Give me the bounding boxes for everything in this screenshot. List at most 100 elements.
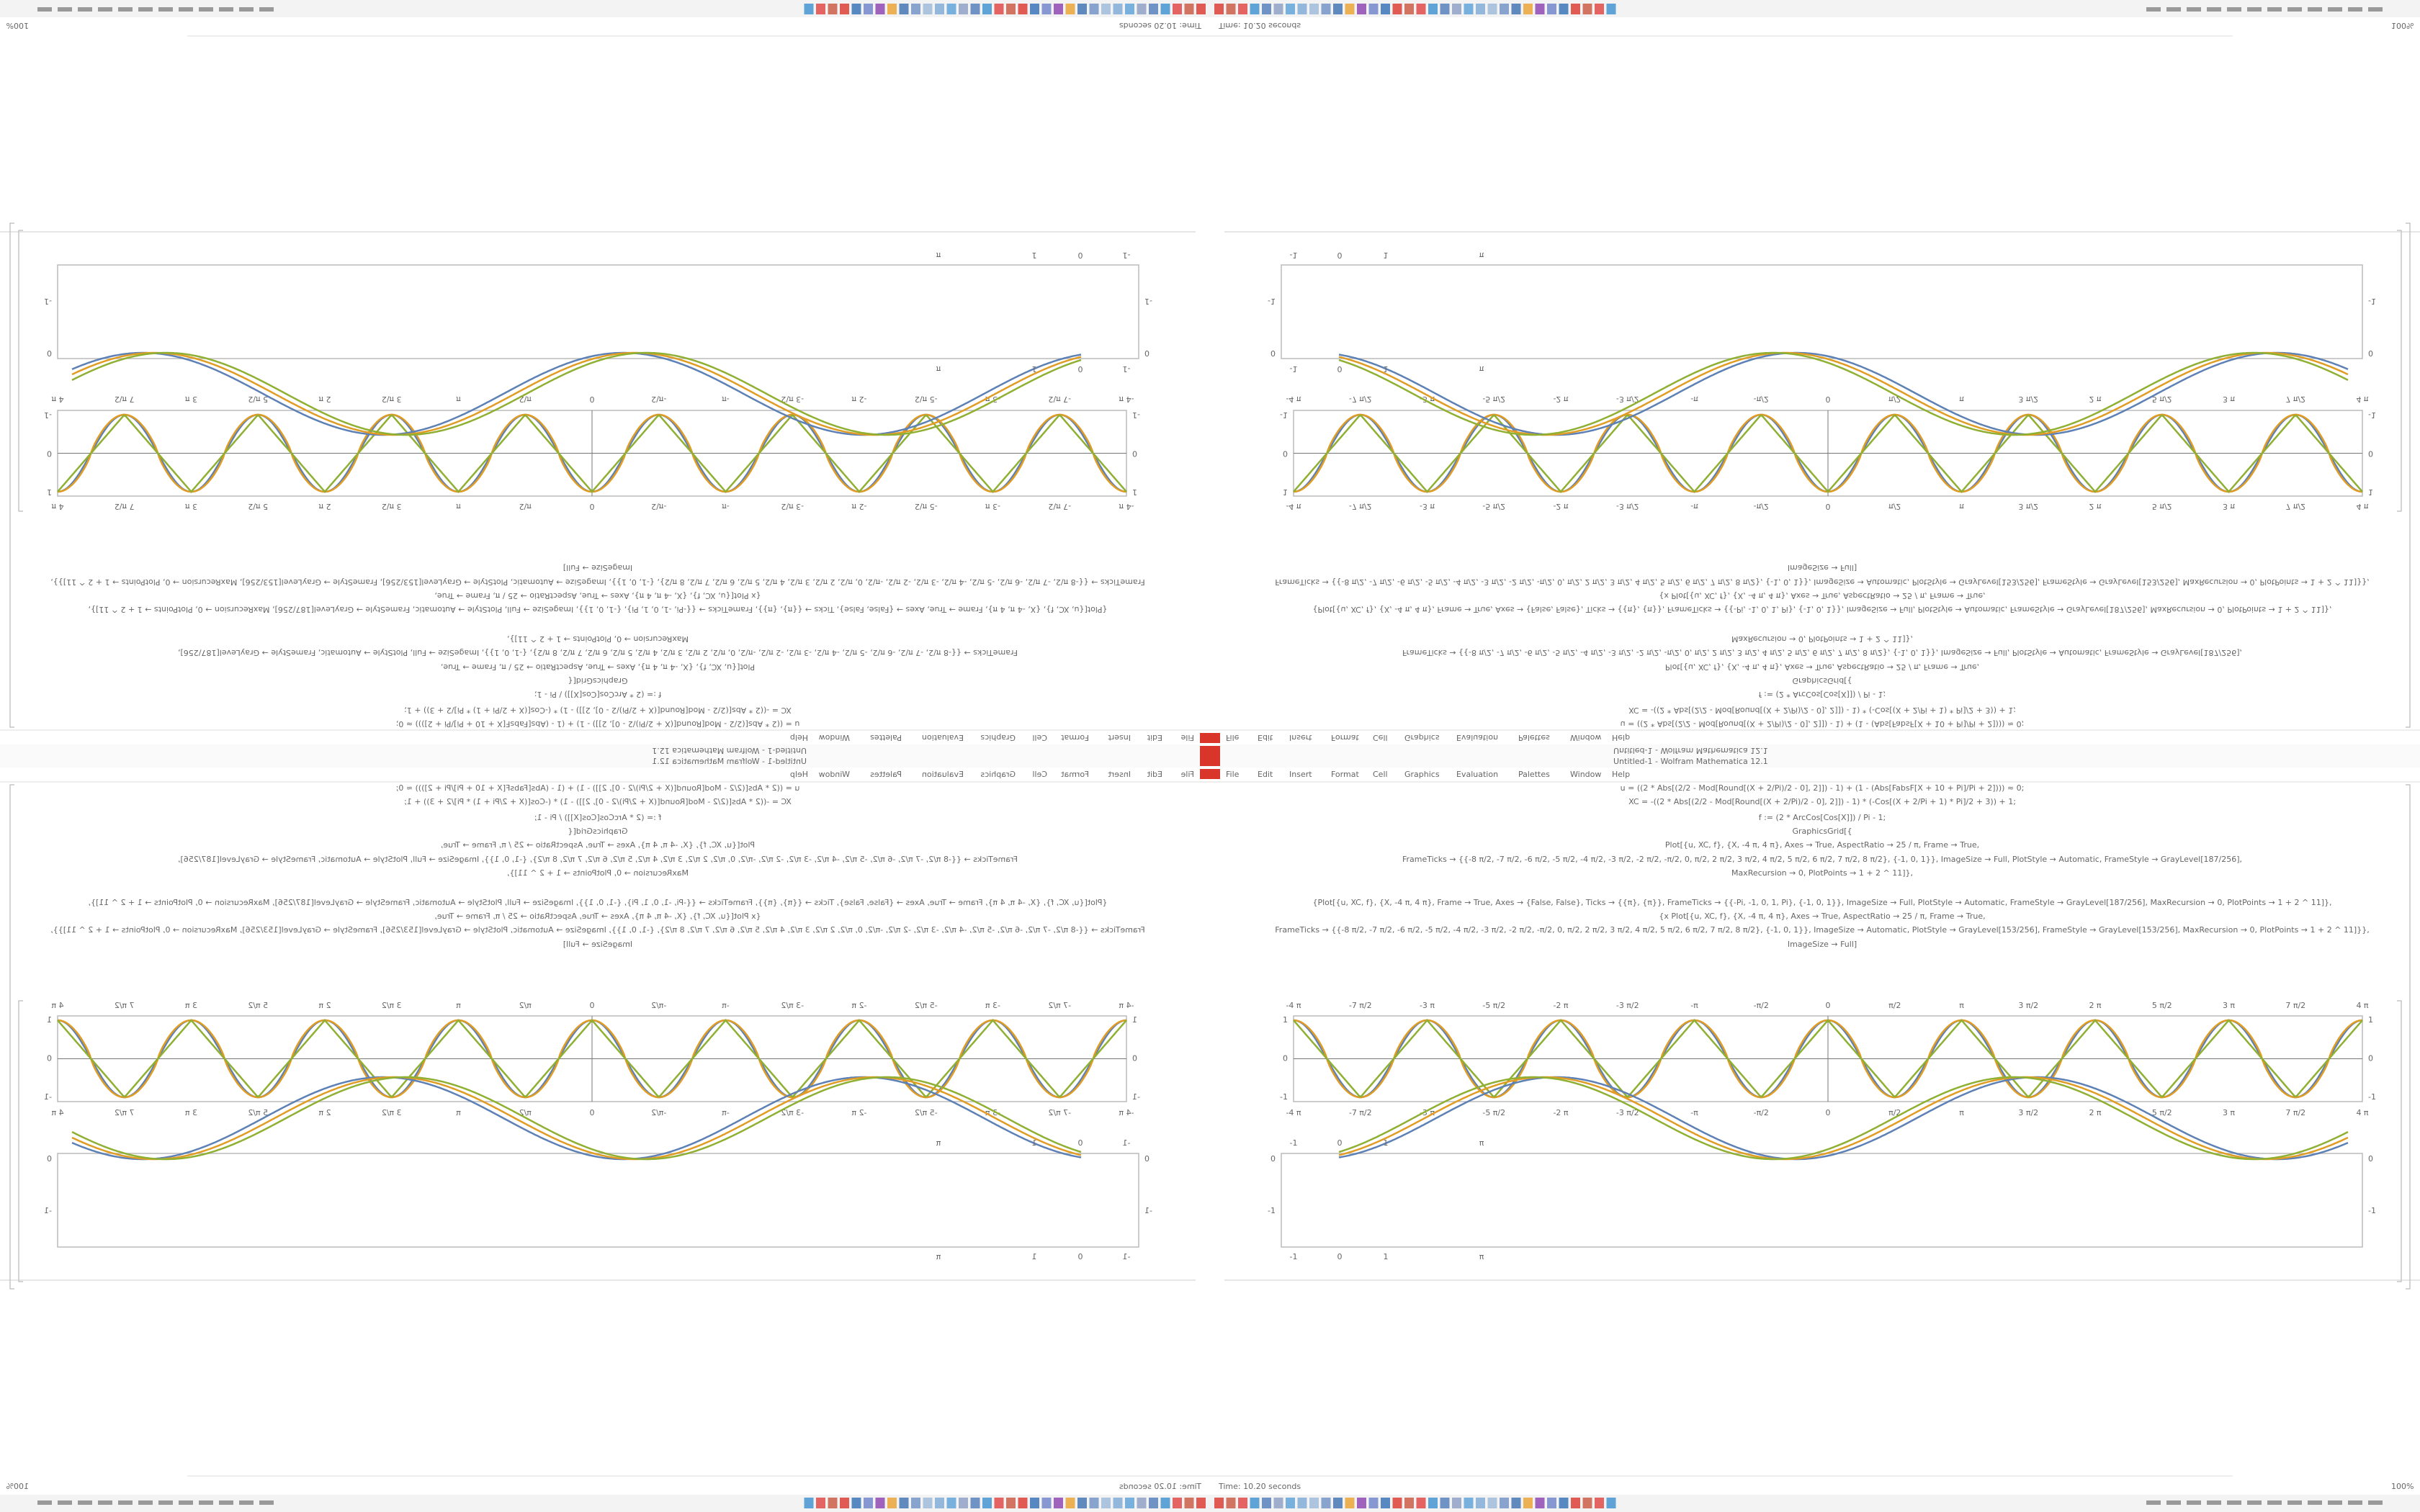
taskbar-icon[interactable] [1286,4,1295,14]
taskbar-icon[interactable] [1226,4,1236,14]
taskbar-icon[interactable] [1464,1498,1474,1508]
taskbar-icon[interactable] [1125,1498,1134,1508]
menu-item[interactable]: Insert [1289,770,1312,779]
taskbar-icon[interactable] [959,4,968,14]
taskbar-icon[interactable] [1041,4,1052,14]
toolbar-icon[interactable] [1200,746,1210,756]
taskbar-icon[interactable] [1041,1498,1052,1508]
taskbar-icon[interactable] [1137,1498,1147,1508]
menu-item[interactable]: Cell [1373,770,1388,779]
taskbar-icon[interactable] [1006,4,1016,14]
taskbar-icon[interactable] [1173,4,1182,14]
taskbar-icon[interactable] [994,4,1004,14]
taskbar-icon[interactable] [1238,1498,1247,1508]
menu-item[interactable]: Evaluation [922,770,964,779]
taskbar-icon[interactable] [1101,4,1111,14]
taskbar-icon[interactable] [982,4,992,14]
taskbar-icon[interactable] [1559,1498,1569,1508]
toolbar-icon[interactable] [1200,756,1210,766]
taskbar-icon[interactable] [1184,1498,1194,1508]
taskbar-icon[interactable] [1416,4,1426,14]
taskbar-icon[interactable] [899,1498,909,1508]
menu-item[interactable]: Insert [1108,770,1131,779]
menu-item[interactable]: Window [1570,770,1601,779]
toolbar-icon[interactable] [1210,756,1220,766]
toolbar-icon[interactable] [1210,769,1220,779]
menu-item[interactable]: Graphics [1404,770,1440,779]
menu-item[interactable]: Palettes [870,770,902,779]
taskbar-icon[interactable] [1571,4,1580,14]
taskbar-icon[interactable] [994,1498,1004,1508]
taskbar-icon[interactable] [946,1498,956,1508]
taskbar-icon[interactable] [1547,1498,1556,1508]
taskbar-icon[interactable] [1196,4,1206,14]
menu-item[interactable]: Help [790,770,808,779]
taskbar-icon[interactable] [1054,4,1063,14]
taskbar-icon[interactable] [1113,1498,1123,1508]
taskbar-icon[interactable] [1309,1498,1319,1508]
taskbar-icon[interactable] [1006,1498,1016,1508]
taskbar-icon[interactable] [1381,4,1390,14]
taskbar-icon[interactable] [1030,4,1039,14]
menu-item[interactable]: Cell [1373,733,1388,742]
taskbar-icon[interactable] [1250,4,1260,14]
taskbar-icon[interactable] [1440,4,1450,14]
taskbar-icon[interactable] [1018,4,1028,14]
taskbar-icon[interactable] [1089,4,1099,14]
menu-item[interactable]: Window [819,770,850,779]
taskbar-icon[interactable] [1476,1498,1485,1508]
taskbar-icon[interactable] [840,1498,849,1508]
menu-item[interactable]: Format [1331,733,1359,742]
taskbar-icon[interactable] [1606,4,1616,14]
taskbar-icon[interactable] [1368,4,1379,14]
menu-item[interactable]: Insert [1108,733,1131,742]
menu-item[interactable]: File [1180,733,1194,742]
taskbar-icon[interactable] [970,1498,980,1508]
taskbar-icon[interactable] [1297,4,1307,14]
taskbar-icon[interactable] [851,4,861,14]
taskbar-icon[interactable] [911,1498,920,1508]
taskbar-icon[interactable] [935,1498,944,1508]
menu-item[interactable]: File [1180,770,1194,779]
menu-item[interactable]: Palettes [1518,770,1550,779]
taskbar-icon[interactable] [1054,1498,1063,1508]
taskbar-icon[interactable] [1160,1498,1170,1508]
taskbar-icon[interactable] [1149,1498,1158,1508]
menu-item[interactable]: Cell [1032,733,1047,742]
toolbar-icon[interactable] [1200,733,1210,743]
taskbar-icon[interactable] [828,1498,838,1508]
taskbar-icon[interactable] [1500,4,1509,14]
taskbar-icon[interactable] [1357,4,1366,14]
taskbar-icon[interactable] [1196,1498,1206,1508]
taskbar-icon[interactable] [1273,4,1283,14]
taskbar-icon[interactable] [935,4,944,14]
taskbar-icon[interactable] [1452,4,1461,14]
menu-item[interactable]: Window [1570,733,1601,742]
taskbar-icon[interactable] [851,1498,861,1508]
taskbar-icon[interactable] [1345,4,1355,14]
taskbar-icon[interactable] [899,4,909,14]
toolbar-icon[interactable] [1200,769,1210,779]
toolbar-icon[interactable] [1210,746,1220,756]
taskbar-icon[interactable] [864,1498,873,1508]
taskbar-icon[interactable] [1226,1498,1236,1508]
taskbar-icon[interactable] [1357,1498,1366,1508]
taskbar-icon[interactable] [1381,1498,1390,1508]
taskbar-icon[interactable] [1368,1498,1379,1508]
taskbar-icon[interactable] [1392,4,1402,14]
menu-item[interactable]: Palettes [1518,733,1550,742]
taskbar-icon[interactable] [1582,1498,1592,1508]
taskbar-icon[interactable] [1571,1498,1580,1508]
taskbar-icon[interactable] [1321,1498,1331,1508]
taskbar-icon[interactable] [1214,4,1224,14]
taskbar-icon[interactable] [1262,1498,1271,1508]
taskbar-icon[interactable] [1487,4,1497,14]
taskbar-icon[interactable] [1297,1498,1307,1508]
menu-item[interactable]: Evaluation [1456,770,1498,779]
menu-item[interactable]: Edit [1258,770,1273,779]
menu-item[interactable]: Palettes [870,733,902,742]
taskbar-icon[interactable] [1428,1498,1438,1508]
taskbar-icon[interactable] [946,4,956,14]
taskbar-icon[interactable] [1065,4,1075,14]
taskbar-icon[interactable] [1065,1498,1075,1508]
